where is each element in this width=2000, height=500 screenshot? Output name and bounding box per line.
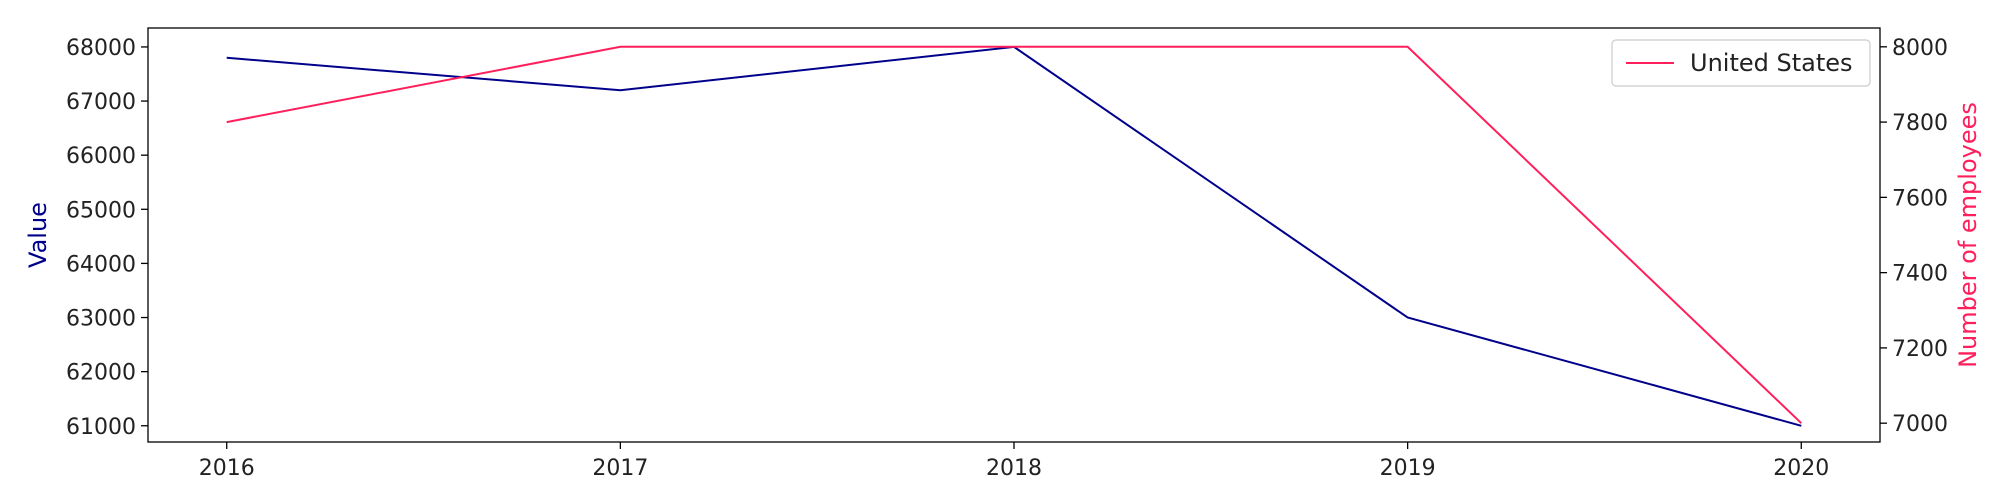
y-right-tick-label: 7000 bbox=[1892, 412, 1948, 437]
y-right-tick-label: 7800 bbox=[1892, 111, 1948, 136]
y-left-tick-label: 64000 bbox=[66, 252, 136, 277]
y-right-tick-label: 7600 bbox=[1892, 186, 1948, 211]
x-tick-label: 2016 bbox=[199, 456, 255, 481]
legend-box bbox=[1611, 39, 1871, 87]
plot-frame bbox=[147, 27, 1881, 443]
y-left-tick-label: 65000 bbox=[66, 198, 136, 223]
y-right-tick-label: 7400 bbox=[1892, 262, 1948, 287]
x-tick-label: 2018 bbox=[986, 456, 1042, 481]
y-left-tick-label: 66000 bbox=[66, 144, 136, 169]
x-tick-label: 2017 bbox=[592, 456, 648, 481]
y-left-tick-label: 62000 bbox=[66, 361, 136, 386]
y-right-tick-label: 7200 bbox=[1892, 337, 1948, 362]
legend-label: United States bbox=[1690, 49, 1853, 77]
y-left-tick-label: 61000 bbox=[66, 415, 136, 440]
x-tick-label: 2019 bbox=[1380, 456, 1436, 481]
y-left-tick-label: 63000 bbox=[66, 307, 136, 332]
series-line-employees bbox=[226, 45, 1802, 424]
y-right-tick-label: 8000 bbox=[1892, 36, 1948, 61]
y-left-tick-label: 67000 bbox=[66, 90, 136, 115]
y-left-tick-label: 68000 bbox=[66, 36, 136, 61]
y-right-axis-title: Number of employees bbox=[1954, 102, 1982, 368]
series-line-value bbox=[226, 45, 1802, 427]
x-tick-label: 2020 bbox=[1773, 456, 1829, 481]
y-left-axis-title: Value bbox=[24, 202, 52, 268]
